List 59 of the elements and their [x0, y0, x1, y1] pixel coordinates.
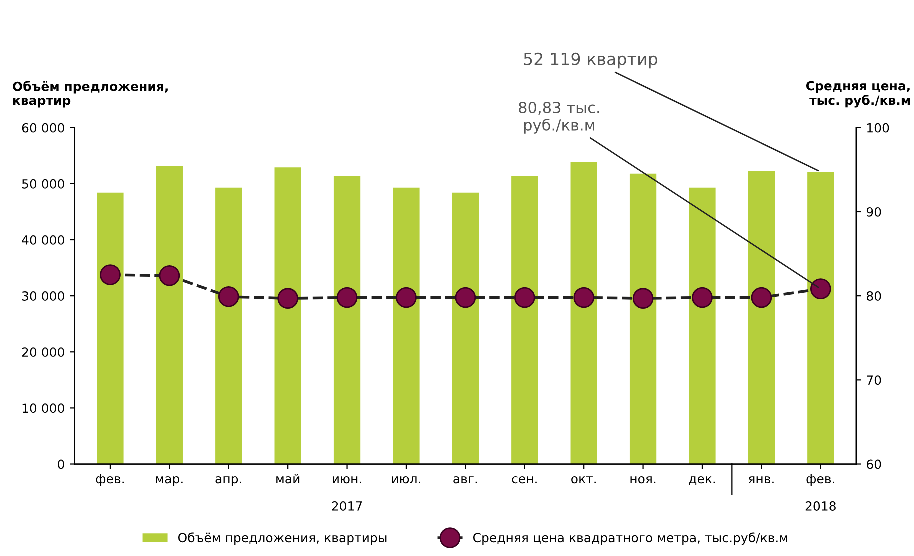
bar [512, 176, 538, 464]
x-tick-label: дек. [689, 476, 716, 486]
y-tick-label: 0 [58, 460, 64, 470]
bar [97, 192, 124, 464]
y-tick-label: 30 000 [22, 292, 64, 301]
bar [334, 176, 361, 464]
x-tick-label: мар. [156, 476, 183, 486]
point [574, 287, 595, 308]
x-tick-label: авг. [454, 476, 478, 484]
point [278, 288, 298, 310]
x-tick-label: сен. [512, 476, 537, 484]
bar [748, 171, 776, 464]
text: 2018 [806, 501, 836, 511]
x-tick-label: апр. [216, 476, 242, 486]
y2-tick-label: 80 [866, 292, 882, 301]
y-tick-label: 50 000 [22, 179, 64, 189]
point [751, 287, 772, 308]
y-tick-label: 10 000 [22, 404, 64, 414]
x-tick-label: июн. [333, 476, 362, 484]
y2-tick-label: 100 [868, 123, 890, 133]
legend-label: Объём предложения, квартиры [178, 532, 387, 546]
bar [689, 188, 716, 464]
x-tick-label: ноя. [630, 476, 656, 484]
y-tick-label: 60 000 [22, 123, 64, 133]
point [336, 287, 358, 308]
x-tick-label: янв. [748, 476, 774, 484]
x-tick-label: май [276, 474, 300, 484]
point [632, 288, 654, 310]
point [218, 286, 240, 308]
bar [570, 162, 598, 464]
bar [156, 166, 183, 464]
point [159, 265, 180, 286]
x-tick-label: фев. [96, 474, 124, 486]
x-tick-label: окт. [572, 476, 596, 484]
y2-tick-label: 90 [866, 207, 882, 217]
y2-axis-title: Средняя цена, тыс. руб./кв.м [806, 81, 910, 108]
bar [808, 172, 834, 464]
y-tick-label: 20 000 [22, 348, 64, 358]
y-axis-title: Объём предложения, квартир [13, 81, 168, 108]
data-label: 80,83 тыс. руб./кв.м [519, 102, 600, 134]
bar [393, 188, 420, 464]
data-label: 52 119 квартир [524, 52, 658, 69]
point [692, 287, 713, 308]
point [455, 287, 476, 308]
text: 2017 [332, 501, 362, 511]
y2-tick-label: 60 [867, 460, 882, 470]
bar [274, 168, 302, 464]
point [810, 278, 832, 300]
bar [630, 174, 657, 464]
bar [216, 188, 242, 464]
x-tick-label: июл. [392, 476, 420, 484]
y-tick-label: 40 000 [22, 235, 64, 245]
x-tick-label: фев. [806, 474, 834, 486]
y2-tick-label: 70 [867, 376, 882, 386]
bar [452, 192, 480, 464]
point [514, 287, 536, 308]
point [100, 264, 121, 286]
legend-label: Средняя цена квадратного метра, тыс.руб/кв.м [473, 532, 788, 546]
point [396, 287, 417, 308]
